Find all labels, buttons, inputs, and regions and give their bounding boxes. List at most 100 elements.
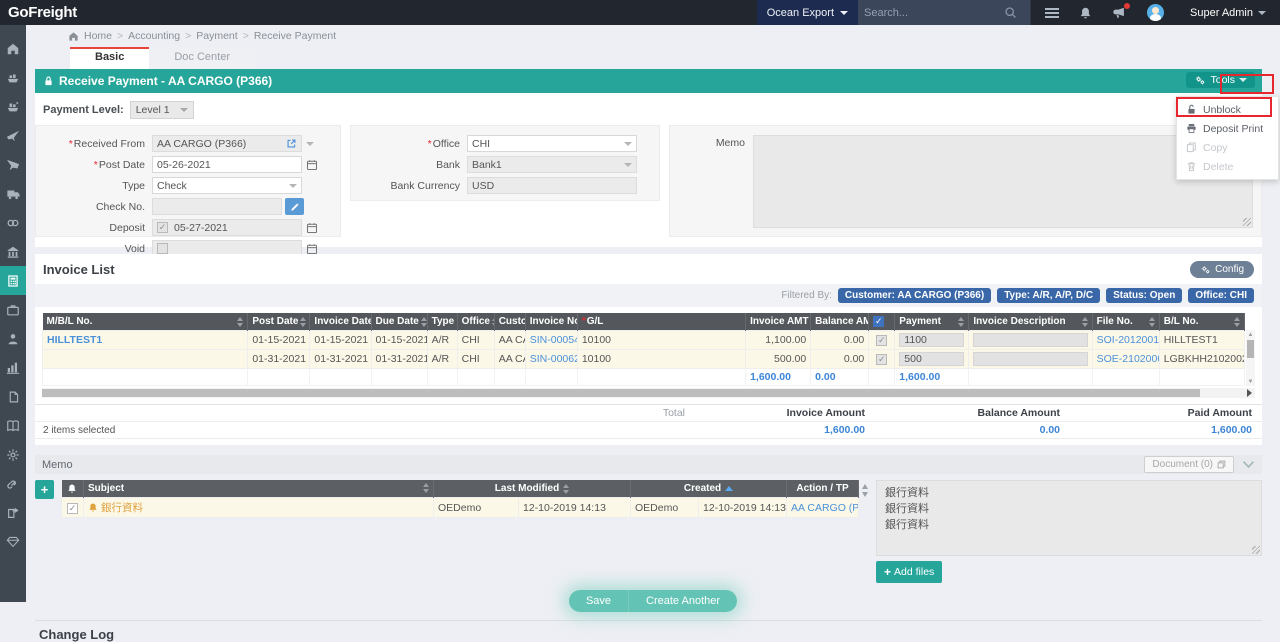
row-spinner[interactable] — [862, 484, 868, 497]
invoice-description-input[interactable] — [973, 333, 1087, 347]
add-memo-button[interactable] — [35, 480, 54, 499]
post-date-field[interactable]: 05-26-2021 — [152, 156, 302, 173]
sidebar-item-integrations[interactable] — [0, 469, 26, 498]
sidebar-item-air-export[interactable] — [0, 150, 26, 179]
col-bl-no[interactable]: B/L No. — [1159, 313, 1244, 331]
invoice-description-input[interactable] — [973, 352, 1087, 366]
tab-basic[interactable]: Basic — [70, 47, 149, 69]
announcements-megaphone-icon[interactable] — [1112, 6, 1127, 20]
memo-action-link[interactable]: AA CARGO (P366) — [791, 502, 859, 514]
module-selector[interactable]: Ocean Export — [757, 0, 858, 25]
col-subject[interactable]: Subject — [84, 480, 434, 498]
menu-item-delete[interactable]: Delete — [1177, 157, 1278, 176]
sidebar-item-accounting[interactable] — [0, 266, 26, 295]
col-notify[interactable] — [62, 480, 84, 498]
filter-badge-type[interactable]: Type: A/R, A/P, D/C — [997, 288, 1100, 303]
row-checkbox[interactable] — [876, 335, 887, 346]
sidebar-item-crm[interactable] — [0, 324, 26, 353]
col-balance-amt[interactable]: Balance AMT — [811, 313, 869, 331]
col-invoice-no[interactable]: Invoice No. — [525, 313, 577, 331]
tools-button[interactable]: Tools — [1186, 72, 1255, 88]
payment-input[interactable]: 500 — [899, 352, 964, 366]
sidebar-item-logistics[interactable] — [0, 208, 26, 237]
filter-badge-status[interactable]: Status: Open — [1106, 288, 1182, 303]
type-select[interactable]: Check — [152, 177, 302, 194]
user-avatar[interactable] — [1147, 4, 1164, 21]
file-no-link[interactable]: SOI-20120013 — [1097, 334, 1160, 346]
sidebar-item-ocean-import[interactable] — [0, 63, 26, 92]
col-invoice-description[interactable]: Invoice Description — [969, 313, 1092, 331]
select-all-checkbox[interactable] — [873, 316, 884, 327]
menu-item-unblock[interactable]: Unblock — [1177, 100, 1278, 119]
invoice-no-link[interactable]: SIN-00062 — [530, 353, 578, 365]
scrollbar-thumb[interactable] — [1247, 340, 1254, 358]
invoice-no-link[interactable]: SIN-00054 — [530, 334, 578, 346]
col-invoice-date[interactable]: Invoice Date — [310, 313, 371, 331]
sidebar-item-reports[interactable] — [0, 353, 26, 382]
menu-item-copy[interactable]: Copy — [1177, 138, 1278, 157]
col-gl[interactable]: *G/L — [577, 313, 745, 331]
chevron-down-icon[interactable] — [1242, 460, 1255, 469]
calendar-icon[interactable] — [306, 159, 318, 171]
vertical-scrollbar[interactable]: ▲ ▼ — [1246, 330, 1255, 386]
col-mbl-no[interactable]: M/B/L No. — [43, 313, 248, 331]
void-checkbox[interactable] — [157, 243, 168, 254]
sidebar-item-settings[interactable] — [0, 440, 26, 469]
check-no-field[interactable] — [152, 198, 282, 215]
horizontal-scrollbar[interactable] — [42, 388, 1255, 398]
col-action-tp[interactable]: Action / TP — [787, 480, 859, 498]
bank-select[interactable]: Bank1 — [467, 156, 637, 173]
row-checkbox[interactable] — [876, 354, 887, 365]
calendar-icon[interactable] — [306, 243, 318, 255]
global-search[interactable] — [858, 0, 1030, 25]
task-list-icon[interactable] — [1045, 7, 1059, 19]
deposit-checkbox[interactable] — [157, 222, 168, 233]
add-files-button[interactable]: +Add files — [876, 561, 942, 583]
check-edit-button[interactable] — [285, 198, 304, 215]
create-another-button[interactable]: Create Another — [628, 590, 737, 612]
tab-doc-center[interactable]: Doc Center — [149, 47, 255, 69]
col-created[interactable]: Created — [631, 480, 787, 498]
config-button[interactable]: Config — [1190, 261, 1254, 278]
col-invoice-amt[interactable]: Invoice AMT — [746, 313, 811, 331]
mbl-link[interactable]: HILLTEST1 — [47, 334, 102, 346]
chevron-down-icon[interactable] — [306, 142, 314, 146]
col-last-modified[interactable]: Last Modified — [434, 480, 631, 498]
col-post-date[interactable]: Post Date — [248, 313, 310, 331]
external-link-icon[interactable] — [286, 138, 297, 149]
filter-badge-customer[interactable]: Customer: AA CARGO (P366) — [838, 288, 991, 303]
sidebar-item-air-import[interactable] — [0, 121, 26, 150]
col-file-no[interactable]: File No. — [1092, 313, 1159, 331]
sidebar-item-ocean-export[interactable] — [0, 92, 26, 121]
breadcrumb-payment[interactable]: Payment — [196, 30, 237, 42]
calendar-icon[interactable] — [306, 222, 318, 234]
sidebar-item-warehouse[interactable] — [0, 237, 26, 266]
payment-level-select[interactable]: Level 1 — [130, 101, 194, 119]
col-payment[interactable]: Payment — [895, 313, 969, 331]
col-due-date[interactable]: Due Date — [371, 313, 427, 331]
memo-subject[interactable]: 銀行資料 — [101, 500, 143, 515]
user-menu[interactable]: Super Admin — [1184, 7, 1266, 19]
menu-item-deposit-print[interactable]: Deposit Print — [1177, 119, 1278, 138]
filter-badge-office[interactable]: Office: CHI — [1188, 288, 1254, 303]
scrollbar-thumb[interactable] — [42, 389, 1200, 397]
file-no-link[interactable]: SOE-21020009 — [1097, 353, 1160, 365]
scroll-up-icon[interactable]: ▲ — [1246, 330, 1255, 339]
resize-handle-icon[interactable] — [1243, 218, 1251, 226]
scroll-down-icon[interactable]: ▼ — [1246, 377, 1255, 386]
memo-checkbox[interactable] — [67, 503, 78, 514]
document-button[interactable]: Document (0) — [1144, 456, 1234, 473]
office-select[interactable]: CHI — [467, 135, 637, 152]
col-office[interactable]: Office — [457, 313, 494, 331]
sidebar-item-documents[interactable] — [0, 382, 26, 411]
col-type[interactable]: Type — [427, 313, 457, 331]
breadcrumb-accounting[interactable]: Accounting — [128, 30, 180, 42]
sidebar-item-premium[interactable] — [0, 527, 26, 556]
col-customer[interactable]: Customer — [494, 313, 525, 331]
payment-input[interactable]: 1100 — [899, 333, 964, 347]
sidebar-item-operations[interactable] — [0, 295, 26, 324]
sidebar-item-ledger[interactable] — [0, 411, 26, 440]
deposit-field[interactable]: 05-27-2021 — [152, 219, 302, 236]
scroll-right-icon[interactable] — [1243, 388, 1255, 398]
sidebar-item-home[interactable] — [0, 34, 26, 63]
